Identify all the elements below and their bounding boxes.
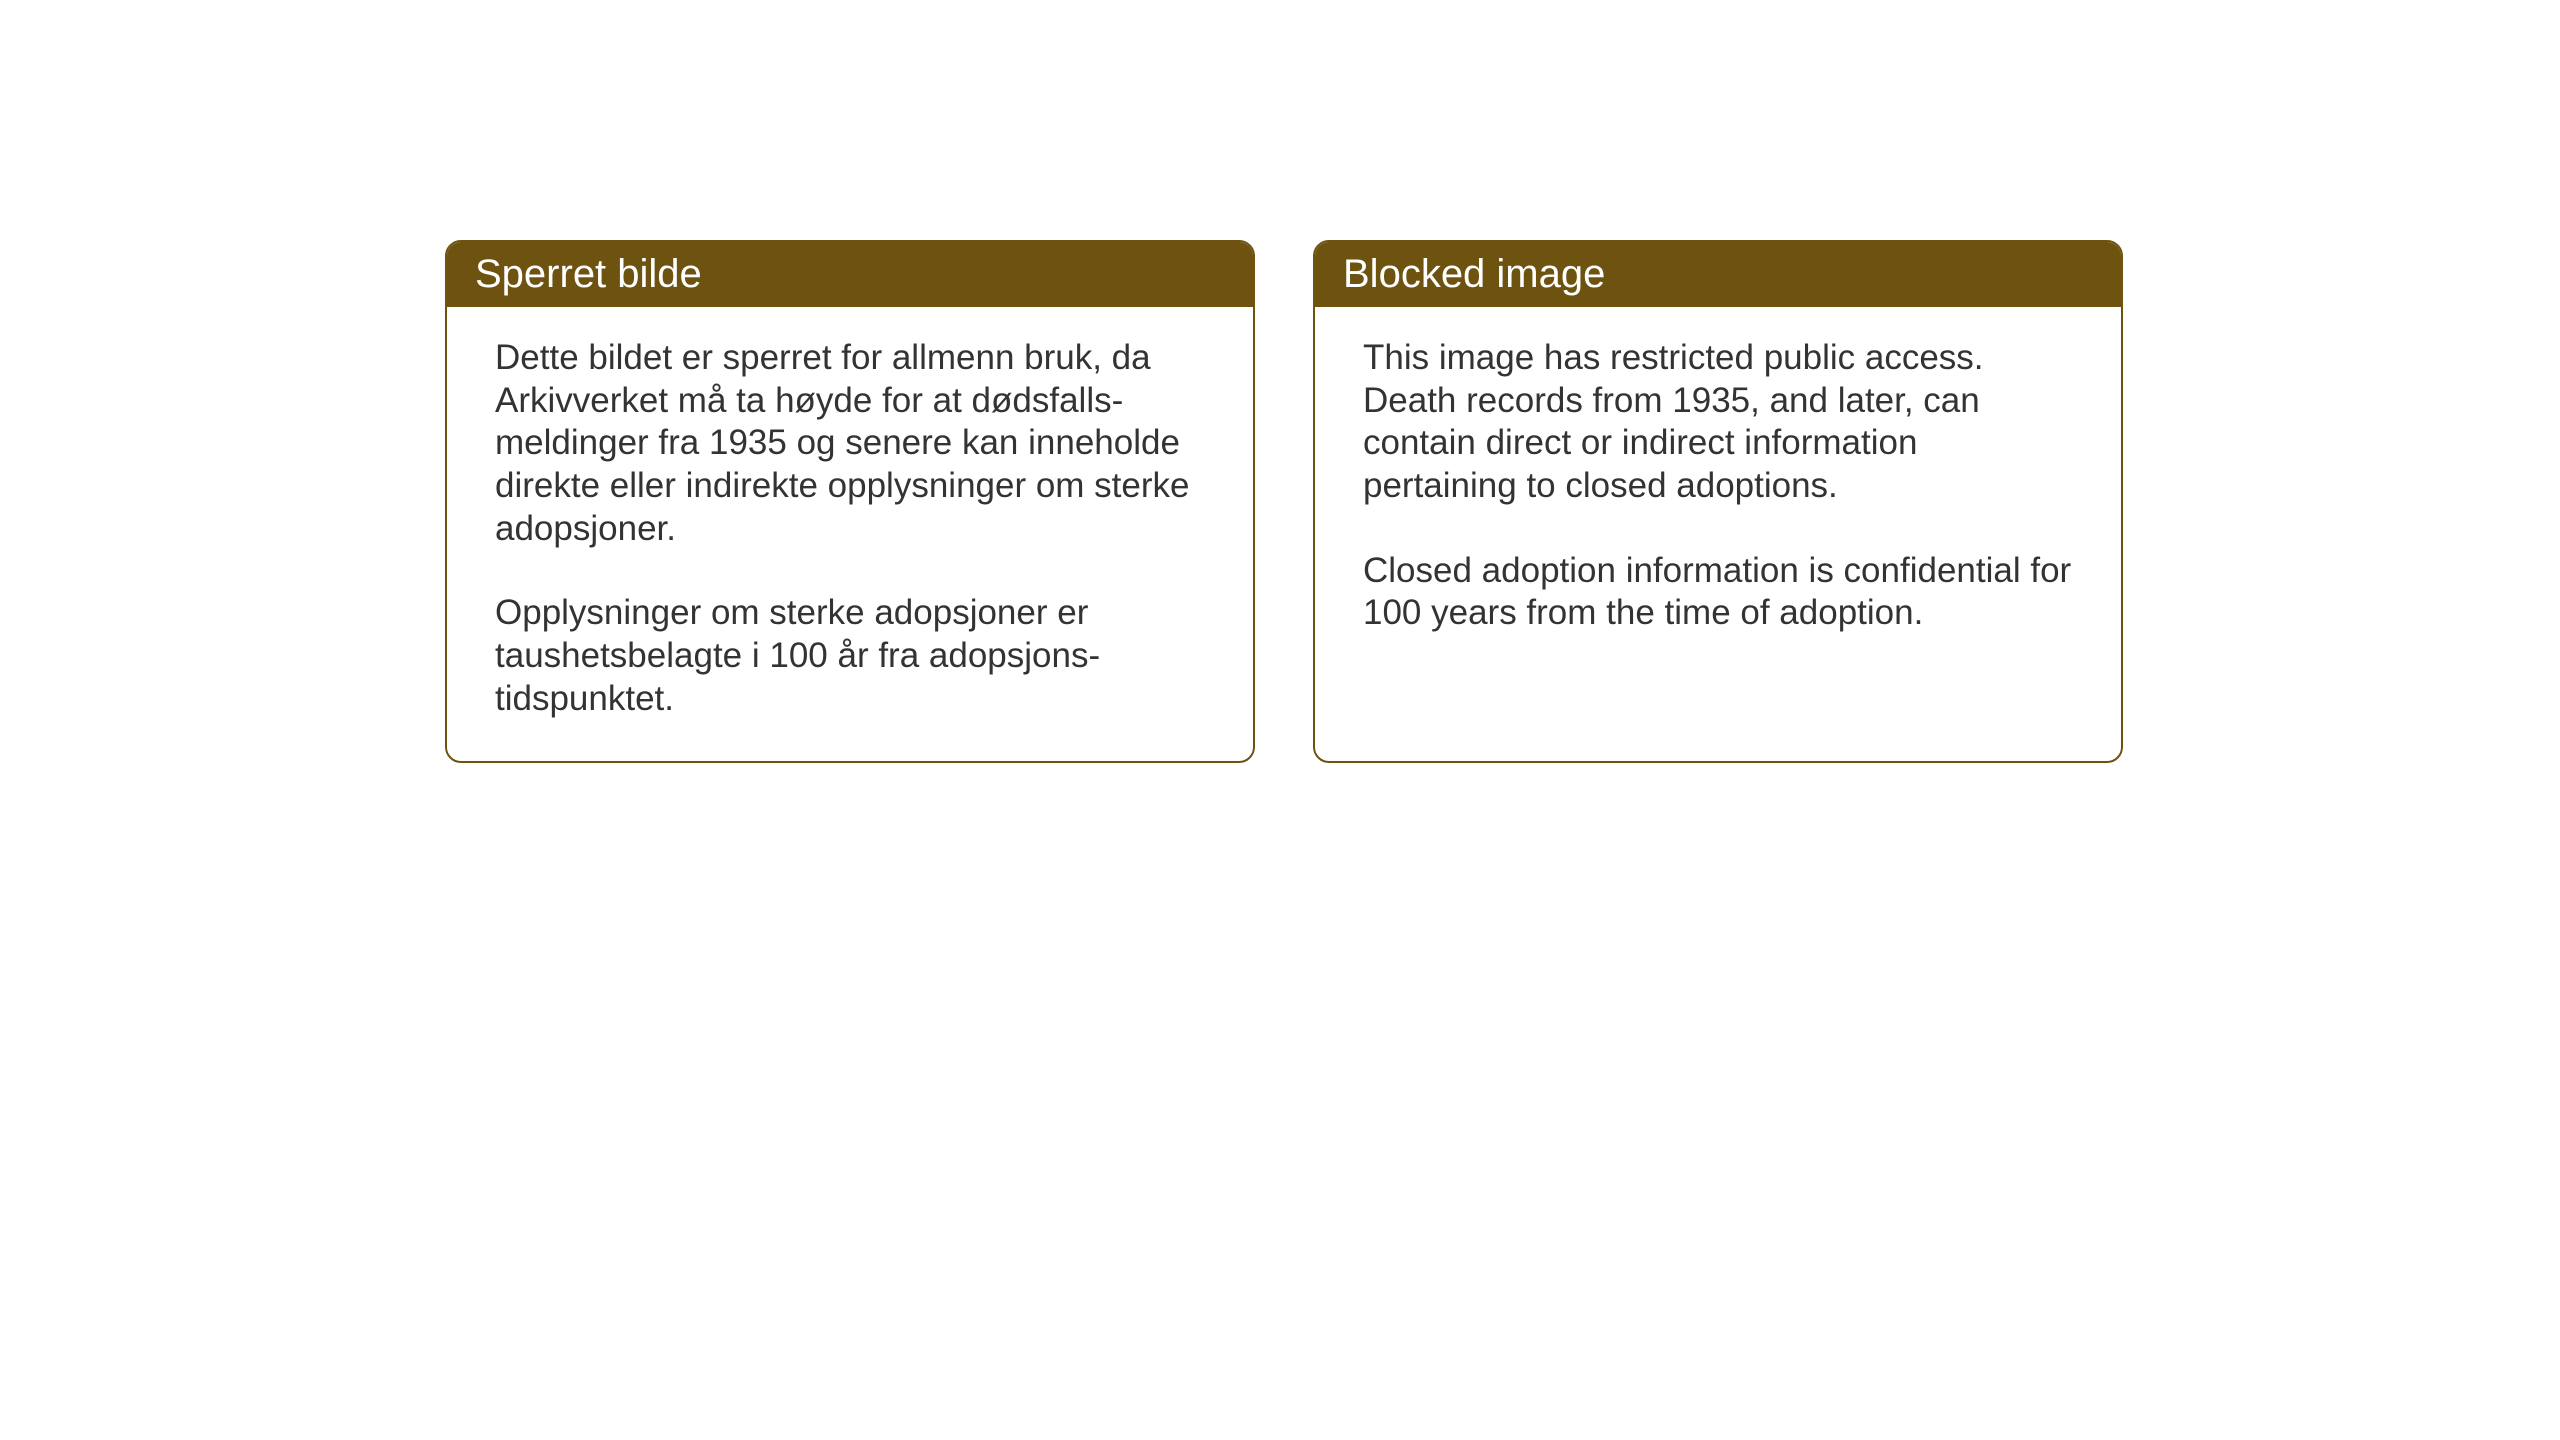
english-notice-card: Blocked image This image has restricted … [1313, 240, 2123, 763]
english-card-title: Blocked image [1315, 242, 2121, 307]
norwegian-paragraph-2: Opplysninger om sterke adopsjoner er tau… [495, 592, 1205, 720]
norwegian-notice-card: Sperret bilde Dette bildet er sperret fo… [445, 240, 1255, 763]
english-paragraph-1: This image has restricted public access.… [1363, 337, 2073, 508]
norwegian-paragraph-1: Dette bildet er sperret for allmenn bruk… [495, 337, 1205, 550]
english-card-body: This image has restricted public access.… [1315, 307, 2121, 675]
norwegian-card-title: Sperret bilde [447, 242, 1253, 307]
norwegian-card-body: Dette bildet er sperret for allmenn bruk… [447, 307, 1253, 761]
english-paragraph-2: Closed adoption information is confident… [1363, 550, 2073, 635]
notice-container: Sperret bilde Dette bildet er sperret fo… [445, 240, 2123, 763]
